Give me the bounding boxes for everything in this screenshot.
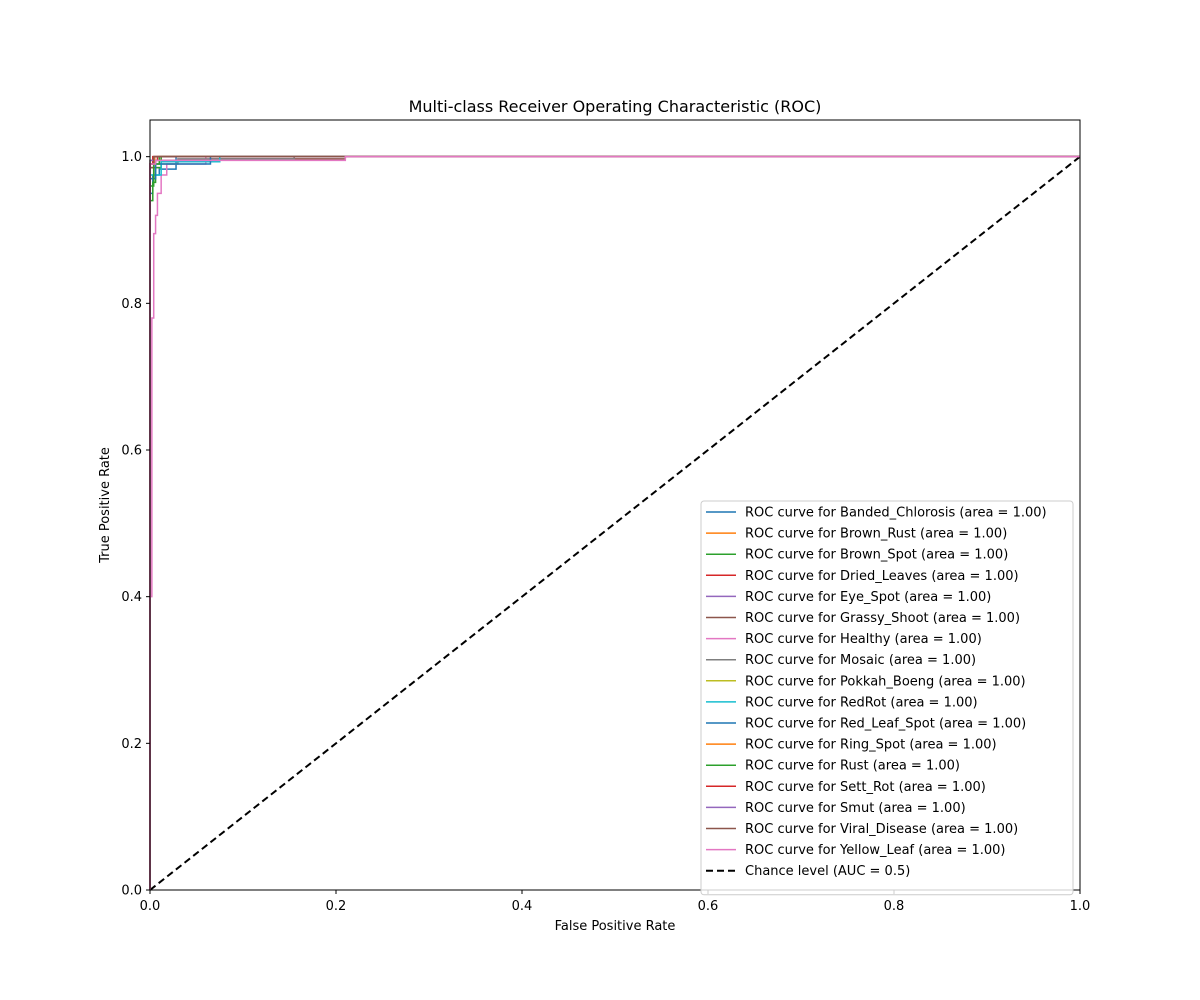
legend: ROC curve for Banded_Chlorosis (area = 1… [700, 500, 1074, 896]
legend-label: ROC curve for Brown_Rust (area = 1.00) [745, 527, 1007, 542]
legend-label: ROC curve for Banded_Chlorosis (area = 1… [745, 506, 1047, 521]
plot-frame [149, 119, 1081, 891]
y-tick-label: 0.0 [121, 884, 142, 899]
x-axis-label: False Positive Rate [555, 919, 676, 934]
x-tick-label: 0.8 [884, 899, 905, 914]
x-tick-label: 0.0 [140, 899, 161, 914]
legend-box [700, 500, 1074, 896]
x-axis: 0.0 0.2 0.4 0.6 0.8 1.0 [140, 890, 1091, 914]
legend-label: ROC curve for RedRot (area = 1.00) [745, 695, 978, 710]
x-tick-label: 0.6 [698, 899, 719, 914]
y-tick-label: 0.2 [121, 737, 142, 752]
legend-label: ROC curve for Healthy (area = 1.00) [745, 632, 982, 647]
legend-label: ROC curve for Red_Leaf_Spot (area = 1.00… [745, 717, 1026, 732]
chart-title: Multi-class Receiver Operating Character… [409, 97, 822, 116]
legend-label: ROC curve for Pokkah_Boeng (area = 1.00) [745, 674, 1026, 689]
legend-label: ROC curve for Grassy_Shoot (area = 1.00) [745, 611, 1020, 626]
legend-label: ROC curve for Viral_Disease (area = 1.00… [745, 822, 1018, 837]
x-tick-label: 1.0 [1070, 899, 1091, 914]
legend-label: ROC curve for Yellow_Leaf (area = 1.00) [745, 843, 1005, 858]
y-tick-label: 0.4 [121, 590, 142, 605]
legend-label: ROC curve for Dried_Leaves (area = 1.00) [745, 569, 1019, 584]
legend-label: ROC curve for Smut (area = 1.00) [745, 801, 966, 816]
x-tick-label: 0.4 [512, 899, 533, 914]
legend-label: ROC curve for Eye_Spot (area = 1.00) [745, 590, 991, 605]
legend-label: ROC curve for Mosaic (area = 1.00) [745, 653, 976, 668]
y-tick-label: 1.0 [121, 150, 142, 165]
legend-label: ROC curve for Ring_Spot (area = 1.00) [745, 738, 997, 753]
x-tick-label: 0.2 [326, 899, 347, 914]
y-axis-label: True Positive Rate [98, 447, 113, 564]
y-tick-label: 0.6 [121, 444, 142, 459]
legend-label: ROC curve for Brown_Spot (area = 1.00) [745, 548, 1008, 563]
legend-label: Chance level (AUC = 0.5) [745, 864, 910, 879]
y-tick-label: 0.8 [121, 297, 142, 312]
legend-label: ROC curve for Sett_Rot (area = 1.00) [745, 780, 986, 795]
legend-label: ROC curve for Rust (area = 1.00) [745, 759, 960, 774]
y-axis: 0.0 0.2 0.4 0.6 0.8 1.0 [121, 150, 150, 899]
